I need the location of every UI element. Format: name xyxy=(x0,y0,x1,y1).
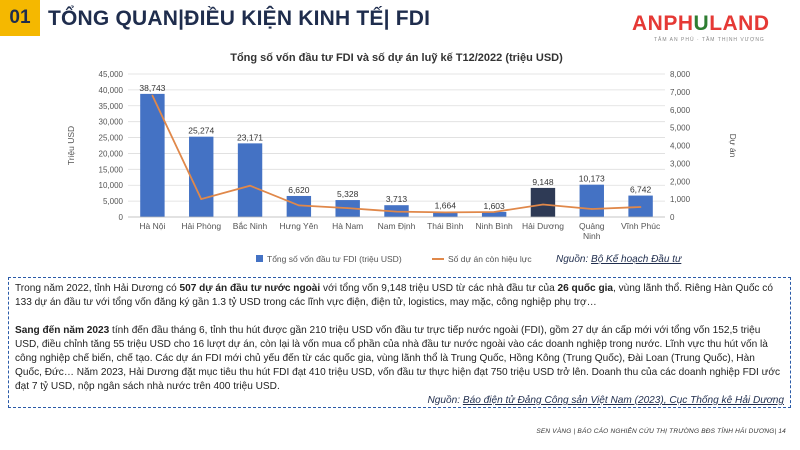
y2-tick-label: 7,000 xyxy=(670,88,691,97)
y-tick-label: 35,000 xyxy=(99,102,124,111)
paragraph-2022: Trong năm 2022, tỉnh Hải Dương có 507 dự… xyxy=(15,282,784,310)
line-point xyxy=(200,198,203,200)
y2-axis-label: Dự án xyxy=(728,134,738,158)
legend-swatch-bar xyxy=(256,255,263,262)
p1-highlight-projects: 507 dự án đầu tư nước ngoài xyxy=(179,283,321,294)
bar xyxy=(189,136,214,217)
y2-tick-label: 6,000 xyxy=(670,106,691,115)
x-tick-label: Quảng xyxy=(579,221,605,231)
x-tick-label: Bắc Ninh xyxy=(233,221,268,231)
line-point xyxy=(151,94,154,97)
y-tick-label: 15,000 xyxy=(99,165,124,174)
y-tick-label: 10,000 xyxy=(99,181,124,190)
logo-text-land: LAND xyxy=(709,12,770,35)
x-tick-label: Hà Nội xyxy=(139,221,165,231)
p1-highlight-countries: 26 quốc gia xyxy=(557,283,614,294)
logo-text-anph: ANPH xyxy=(632,12,694,35)
logo-tagline: TÂM AN PHÚ · TẦM THỊNH VƯỢNG xyxy=(654,37,765,43)
bar xyxy=(237,143,263,217)
x-tick-label: Hải Dương xyxy=(522,221,564,231)
bar-value-label: 23,171 xyxy=(237,132,263,142)
y2-tick-label: 0 xyxy=(670,213,675,222)
x-tick-label: Thái Bình xyxy=(427,221,464,231)
x-tick-label: Ninh Bình xyxy=(475,221,513,231)
y2-tick-label: 1,000 xyxy=(670,195,691,204)
line-point xyxy=(542,203,544,206)
fdi-chart-svg: Tổng số vốn đầu tư FDI và số dự án luỹ k… xyxy=(66,52,738,264)
line-point xyxy=(639,206,642,208)
line-point xyxy=(249,184,251,187)
fdi-chart: Tổng số vốn đầu tư FDI và số dự án luỹ k… xyxy=(60,40,740,272)
y-tick-label: 25,000 xyxy=(99,134,124,143)
y-tick-label: 0 xyxy=(119,213,124,222)
chart-source: Nguồn: Bộ Kế hoạch Đầu tư xyxy=(556,254,681,265)
line-point xyxy=(346,207,349,209)
chart-source-prefix: Nguồn: xyxy=(556,254,592,265)
y2-tick-label: 3,000 xyxy=(670,159,691,168)
y-tick-label: 45,000 xyxy=(99,70,124,79)
x-tick-label: Hải Phòng xyxy=(181,221,221,231)
y2-tick-label: 2,000 xyxy=(670,177,691,186)
bar xyxy=(286,195,312,217)
page-footer: SEN VÀNG | BÁO CÁO NGHIÊN CỨU THỊ TRƯỜNG… xyxy=(536,428,786,435)
p1-text-c: với tổng vốn 9,148 triệu USD từ các nhà … xyxy=(320,283,558,294)
x-tick-label: Hưng Yên xyxy=(280,221,319,231)
y-tick-label: 30,000 xyxy=(99,118,124,127)
bar xyxy=(433,211,458,217)
y-tick-label: 20,000 xyxy=(99,149,124,158)
paragraph-2023: Sang đến năm 2023 tính đến đầu tháng 6, … xyxy=(15,324,784,394)
y-tick-label: 40,000 xyxy=(99,86,124,95)
text-source-prefix: Nguồn: xyxy=(427,395,463,406)
p2-highlight-year: Sang đến năm 2023 xyxy=(15,325,110,336)
section-number-badge: 01 xyxy=(0,0,40,36)
x-tick-label: Vĩnh Phúc xyxy=(621,221,661,231)
y2-tick-label: 8,000 xyxy=(670,70,691,79)
line-point xyxy=(298,204,300,207)
y-axis-label: Triệu USD xyxy=(66,126,76,165)
y2-tick-label: 5,000 xyxy=(670,124,691,133)
x-tick-label: Ninh xyxy=(583,231,601,241)
logo-text-u: U xyxy=(693,12,710,35)
y-tick-label: 5,000 xyxy=(103,197,124,206)
bar-value-label: 10,173 xyxy=(579,174,605,184)
bar-value-label: 3,713 xyxy=(386,194,408,204)
legend-label-bar: Tổng số vốn đầu tư FDI (triệu USD) xyxy=(267,254,402,264)
line-point xyxy=(590,208,593,210)
x-tick-label: Hà Nam xyxy=(332,221,363,231)
page-title: TỔNG QUAN|ĐIỀU KIỆN KINH TẾ| FDI xyxy=(48,7,431,30)
chart-source-link[interactable]: Bộ Kế hoạch Đầu tư xyxy=(591,254,682,265)
text-source-link[interactable]: Báo điện tử Đảng Công sản Việt Nam (2023… xyxy=(462,395,784,406)
y2-tick-label: 4,000 xyxy=(670,142,691,151)
line-point xyxy=(493,211,495,213)
x-tick-label: Nam Định xyxy=(378,221,416,231)
bar-value-label: 25,274 xyxy=(188,126,214,136)
bar-value-label: 1,603 xyxy=(483,201,505,211)
fdi-description-box: Trong năm 2022, tỉnh Hải Dương có 507 dự… xyxy=(8,277,791,408)
text-source: Nguồn: Báo điện tử Đảng Công sản Việt Na… xyxy=(15,394,785,408)
bar-value-label: 5,328 xyxy=(337,189,359,199)
bar-value-label: 9,148 xyxy=(532,177,554,187)
p1-text-e: , vùng lãnh thổ. Riêng Hàn Quốc có 133 d… xyxy=(15,283,773,308)
line-point xyxy=(395,210,398,213)
anphuland-logo: ANPHULAND TÂM AN PHÚ · TẦM THỊNH VƯỢNG xyxy=(632,12,782,52)
line-point xyxy=(444,211,447,214)
legend-label-line: Số dự án còn hiệu lực xyxy=(448,254,532,264)
bar-value-label: 1,664 xyxy=(435,201,457,211)
bar xyxy=(481,211,507,217)
chart-title: Tổng số vốn đầu tư FDI và số dự án luỹ k… xyxy=(230,52,563,64)
bar xyxy=(579,184,604,217)
bar-value-label: 6,742 xyxy=(630,185,652,195)
p1-text-a: Trong năm 2022, tỉnh Hải Dương có xyxy=(15,283,180,294)
bar-value-label: 38,743 xyxy=(139,83,165,93)
bar xyxy=(530,187,556,217)
p2-text-b: tính đến đầu tháng 6, tỉnh thu hút được … xyxy=(15,325,781,392)
bar-value-label: 6,620 xyxy=(288,185,310,195)
